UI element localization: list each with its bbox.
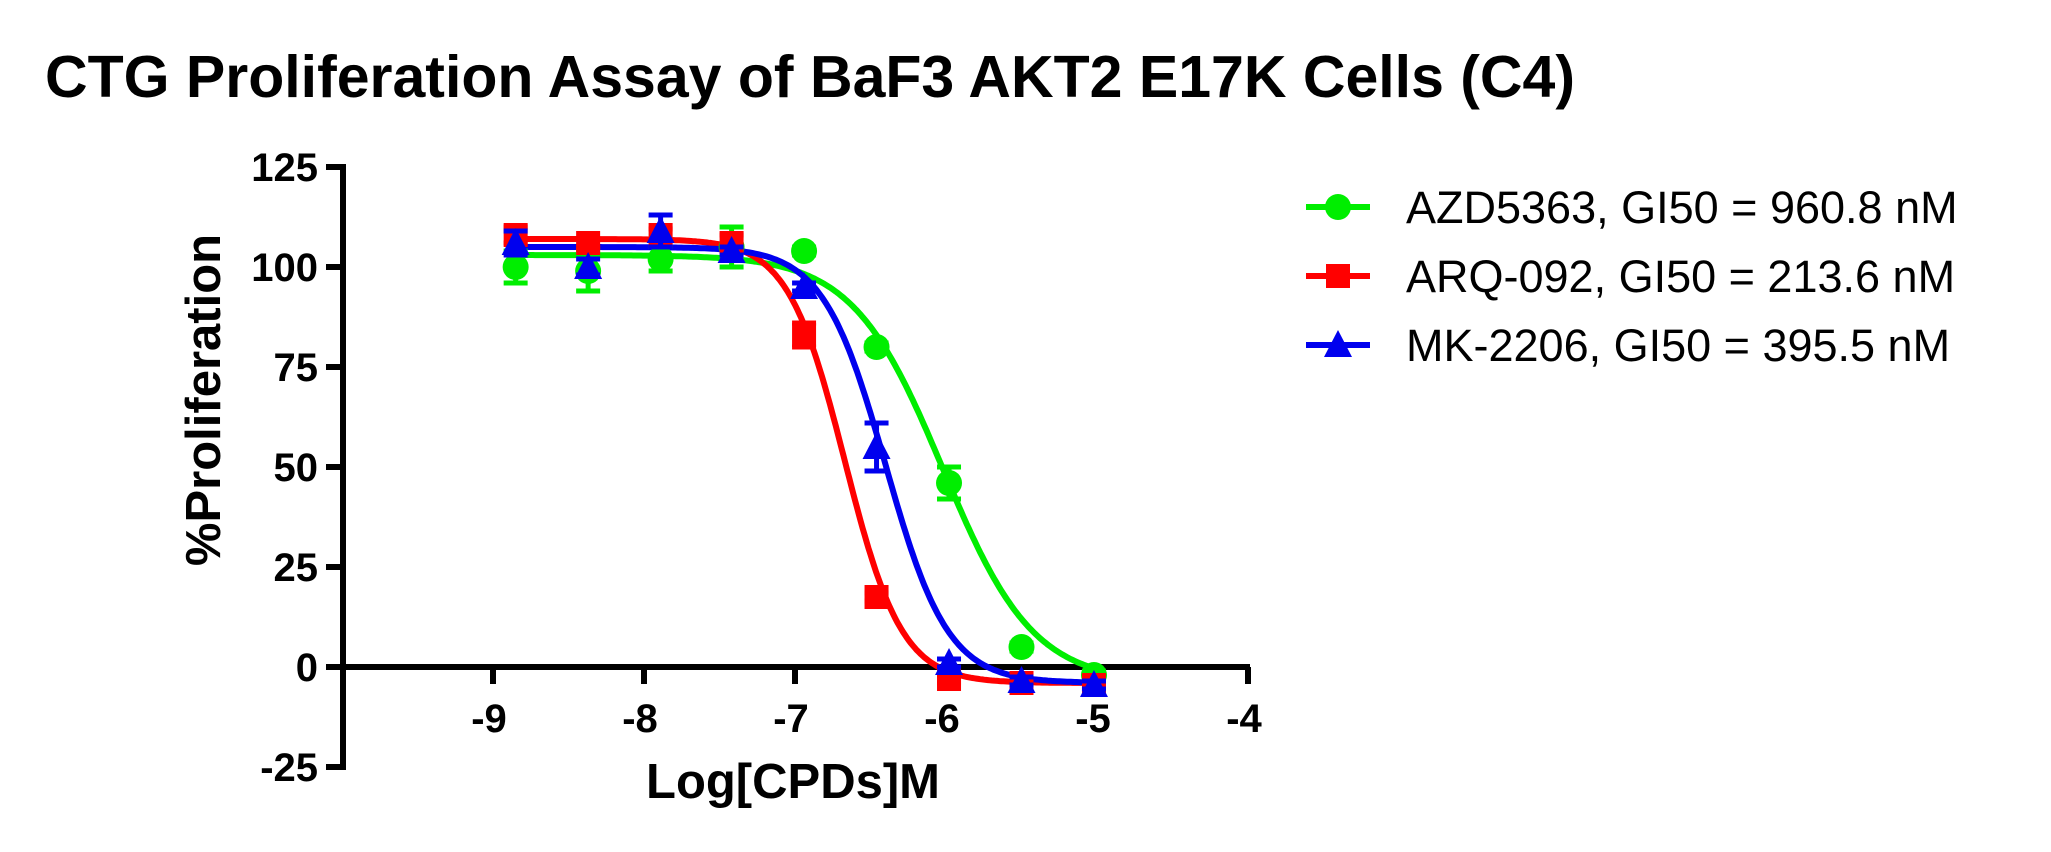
data-point-circle-icon xyxy=(647,246,674,272)
y-tick-label: 50 xyxy=(274,446,319,490)
legend-item-mk-2206: MK-2206, GI50 = 395.5 nM xyxy=(1306,320,1950,371)
legend-label: ARQ-092, GI50 = 213.6 nM xyxy=(1406,251,1955,302)
x-tick-label: -7 xyxy=(773,697,809,741)
series-mk-2206 xyxy=(501,212,1108,697)
x-tick-label: -5 xyxy=(1075,697,1111,741)
legend: AZD5363, GI50 = 960.8 nM ARQ-092, GI50 = … xyxy=(1306,182,1958,371)
y-axis: 125 100 75 50 25 0 -25 xyxy=(251,146,346,790)
data-point-triangle-icon xyxy=(935,648,964,675)
y-tick-label: 0 xyxy=(296,646,318,690)
y-tick-label: 125 xyxy=(251,146,318,190)
legend-item-arq-092: ARQ-092, GI50 = 213.6 nM xyxy=(1306,251,1955,302)
x-axis: -9 -8 -7 -6 -5 -4 xyxy=(343,664,1263,741)
data-point-square-icon xyxy=(576,231,601,255)
x-axis-label: Log[CPDs]M xyxy=(646,755,940,809)
fit-curve-arq-092 xyxy=(515,236,1094,686)
y-axis-label: %Proliferation xyxy=(177,234,231,566)
fit-curves xyxy=(515,236,1095,686)
data-point-circle-icon xyxy=(863,334,890,360)
data-point-circle-icon xyxy=(791,238,818,264)
data-point-circle-icon xyxy=(1008,634,1035,660)
x-tick-label: -9 xyxy=(471,697,507,741)
data-point-triangle-icon xyxy=(501,228,530,255)
data-point-triangle-icon xyxy=(646,216,675,243)
legend-label: AZD5363, GI50 = 960.8 nM xyxy=(1406,182,1958,233)
legend-label: MK-2206, GI50 = 395.5 nM xyxy=(1406,320,1950,371)
data-point-square-icon xyxy=(864,585,889,609)
data-points xyxy=(501,212,1108,697)
legend-triangle-icon xyxy=(1324,330,1352,357)
chart-title: CTG Proliferation Assay of BaF3 AKT2 E17… xyxy=(45,44,1575,110)
data-point-triangle-icon xyxy=(1007,666,1036,693)
data-point-triangle-icon xyxy=(790,272,819,299)
legend-square-icon xyxy=(1326,264,1350,288)
data-point-triangle-icon xyxy=(574,252,603,279)
x-tick-label: -4 xyxy=(1226,697,1262,741)
legend-circle-icon xyxy=(1325,194,1351,220)
data-point-square-icon xyxy=(792,323,817,347)
fit-curve-azd5363 xyxy=(515,252,1095,672)
data-point-circle-icon xyxy=(936,470,963,496)
fit-curve-mk-2206 xyxy=(515,244,1094,686)
y-tick-label: 25 xyxy=(274,546,319,590)
data-point-triangle-icon xyxy=(862,432,891,459)
legend-item-azd5363: AZD5363, GI50 = 960.8 nM xyxy=(1306,182,1958,233)
data-point-triangle-icon xyxy=(1079,670,1108,697)
y-tick-label: 100 xyxy=(251,246,318,290)
x-tick-label: -8 xyxy=(622,697,658,741)
x-tick-label: -6 xyxy=(924,697,960,741)
y-tick-label: -25 xyxy=(260,746,318,790)
y-tick-label: 75 xyxy=(274,346,319,390)
data-point-triangle-icon xyxy=(717,236,746,263)
data-point-circle-icon xyxy=(502,254,529,280)
